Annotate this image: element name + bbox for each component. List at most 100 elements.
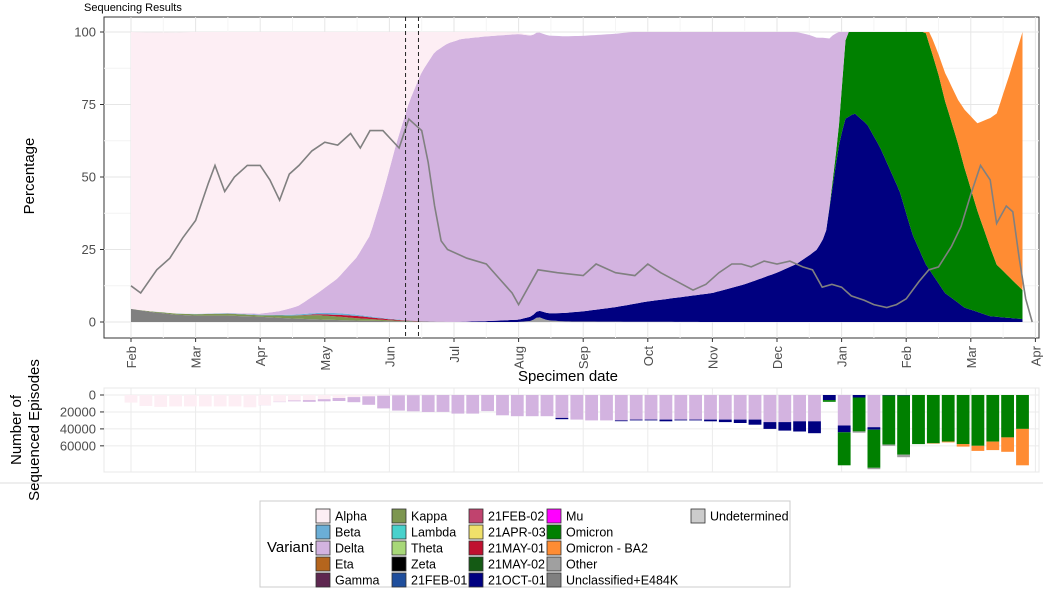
bar-delta — [510, 395, 524, 417]
top-y-tick-label: 50 — [82, 170, 96, 185]
legend-swatch-undetermined — [690, 508, 706, 524]
bar-delta — [332, 398, 346, 401]
legend-swatch-alpha — [315, 508, 331, 524]
bar-omicron-ba2 — [986, 441, 1000, 451]
bar-delta — [808, 395, 821, 422]
legend-label-21oct-01: 21OCT-01 — [488, 574, 546, 588]
legend-swatch-21feb-02 — [468, 508, 484, 524]
bottom-y-tick-label: 20000 — [60, 404, 96, 419]
top-x-ticks: Feb Mar Apr May Jun Jul Aug Sep Oct Nov Dec Jan Feb M… — [124, 338, 1043, 371]
bar-omicron — [822, 400, 836, 402]
bar-omicron — [926, 395, 940, 444]
legend-swatch-21may-02 — [468, 556, 484, 572]
legend-label-21apr-03: 21APR-03 — [488, 526, 546, 540]
bar-delta — [659, 395, 673, 420]
bar-21oct-01 — [837, 425, 851, 433]
x-tick-label: Apr — [1028, 345, 1043, 366]
bar-omicron-ba2 — [956, 444, 970, 447]
bar-delta — [377, 395, 390, 409]
bottom-y-tick-label: 0 — [89, 388, 96, 403]
bar-omicron — [852, 397, 866, 432]
x-tick-label: Nov — [705, 346, 720, 370]
bar-alpha — [184, 395, 197, 407]
legend-swatch-delta — [315, 540, 331, 556]
bar-alpha — [228, 395, 242, 407]
bar-delta — [704, 395, 717, 420]
bar-delta — [406, 395, 420, 412]
bar-21oct-01 — [748, 419, 762, 425]
bar-21oct-01 — [867, 427, 881, 430]
bar-omicron — [882, 395, 896, 445]
top-y-ticks: 0 25 50 75 100 — [74, 25, 104, 330]
bar-alpha — [154, 395, 168, 407]
bar-omicron — [941, 395, 955, 442]
bar-delta — [481, 395, 494, 412]
bar-alpha — [377, 395, 390, 396]
legend-items: Alpha Beta Delta Eta Gamma Kappa Lambda Theta Ze… — [315, 508, 789, 588]
bar-omicron — [837, 432, 851, 466]
legend-label-kappa: Kappa — [411, 510, 447, 524]
bar-alpha — [258, 395, 272, 406]
bar-delta — [763, 395, 777, 423]
top-y-axis-label: Percentage — [21, 138, 38, 215]
percentage-panel: 0 25 50 75 100 Feb Mar Apr May Jun Jul Aug Sep Oct No… — [21, 16, 1043, 385]
bar-21oct-01 — [555, 417, 569, 420]
x-tick-label: Jul — [447, 346, 462, 363]
bar-delta — [689, 395, 702, 420]
x-tick-label: Mar — [964, 345, 979, 368]
top-y-tick-label: 75 — [82, 97, 96, 112]
bar-delta — [644, 395, 658, 420]
x-tick-label: Apr — [253, 345, 268, 366]
bottom-y-tick-label: 60000 — [60, 438, 96, 453]
dashed-vlines — [405, 17, 419, 338]
legend-label-mu: Mu — [566, 510, 583, 524]
case-line — [130, 117, 1033, 323]
area-delta — [131, 32, 1023, 322]
bar-alpha — [198, 395, 212, 407]
bar-delta — [585, 395, 598, 421]
bar-delta — [718, 395, 732, 420]
bar-21oct-01 — [689, 419, 702, 421]
bar-alpha — [273, 395, 286, 402]
x-tick-label: Jan — [835, 346, 850, 367]
legend-swatch-21apr-03 — [468, 524, 484, 540]
legend-label-gamma: Gamma — [335, 574, 380, 588]
bar-delta — [347, 397, 361, 403]
bar-alpha — [243, 395, 257, 408]
legend-swatch-kappa — [391, 508, 407, 524]
legend-title: Variant — [267, 539, 314, 556]
bar-omicron — [956, 395, 970, 445]
episode-bars — [124, 395, 1029, 470]
bar-delta — [837, 395, 851, 426]
x-tick-label: Feb — [124, 346, 139, 368]
variant-areas — [131, 32, 1023, 322]
bar-omicron — [867, 429, 881, 468]
bar-alpha — [332, 395, 346, 398]
bar-21oct-01 — [674, 419, 688, 421]
legend-label-21feb-02: 21FEB-02 — [488, 510, 544, 524]
bar-alpha — [302, 395, 316, 401]
bar-alpha — [362, 395, 376, 397]
x-tick-label: Dec — [770, 346, 785, 370]
bar-delta — [600, 395, 613, 421]
x-tick-label: Mar — [189, 345, 204, 368]
legend-label-lambda: Lambda — [411, 526, 456, 540]
x-tick-label: May — [318, 346, 333, 371]
bar-delta — [570, 395, 584, 420]
bar-21oct-01 — [763, 422, 777, 429]
chart-title: Sequencing Results — [84, 2, 182, 14]
bar-omicron — [912, 395, 925, 445]
x-tick-label: Feb — [899, 346, 914, 368]
legend-swatch-theta — [391, 540, 407, 556]
bar-21oct-01 — [659, 419, 673, 422]
bar-omicron-ba2 — [1016, 428, 1029, 466]
bar-delta — [867, 395, 881, 428]
top-y-tick-label: 25 — [82, 242, 96, 257]
bar-delta — [733, 395, 747, 420]
bar-alpha — [124, 395, 138, 403]
legend-swatch-mu — [546, 508, 562, 524]
legend-label-beta: Beta — [335, 526, 361, 540]
bar-alpha — [288, 395, 301, 401]
bar-omicron — [1016, 395, 1029, 429]
bar-21oct-01 — [808, 421, 821, 434]
